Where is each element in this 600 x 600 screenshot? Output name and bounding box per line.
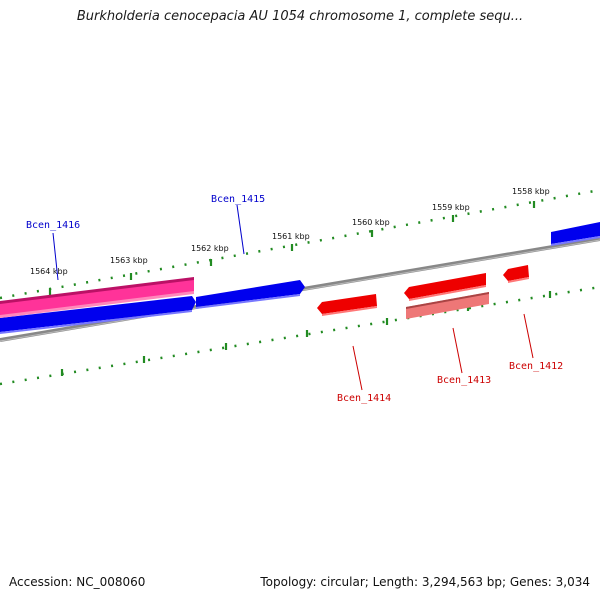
leader-line [523,313,534,359]
kbp-label: 1559 kbp [432,203,470,212]
forward-strand-genes [0,222,600,334]
gene-arrow-highlight [508,277,529,283]
kbp-label: 1563 kbp [110,256,148,265]
gene-arrow-highlight [551,236,600,246]
gene-label-bcen-1414[interactable]: Bcen_1414 [337,393,391,404]
gene-arrow-highlight [0,291,194,318]
gene-arrow-reverse[interactable] [406,292,489,319]
gene-arrow-highlight [409,285,486,301]
map-title: Burkholderia cenocepacia AU 1054 chromos… [76,9,524,24]
gene-arrow-reverse[interactable] [404,273,486,299]
label-leaders [52,204,534,391]
gene-arrow-forward[interactable] [196,280,305,307]
leader-line [236,204,245,255]
gene-arrow-forward[interactable] [0,279,194,316]
outer-ruler-track [0,188,600,300]
inner-ruler-track [0,285,600,386]
gene-arrow-highlight [0,277,194,304]
leader-line [52,232,59,281]
gene-label-bcen-1416[interactable]: Bcen_1416 [26,220,80,231]
gene-arrow-highlight [196,294,300,309]
gene-arrow-reverse[interactable] [317,294,377,314]
gene-label-bcen-1415[interactable]: Bcen_1415 [211,194,265,205]
leader-line [452,327,463,374]
reverse-strand-genes [317,265,529,319]
gene-arrow-forward[interactable] [551,222,600,244]
gene-arrow-highlight [406,292,489,309]
gene-label-bcen-1412[interactable]: Bcen_1412 [509,361,563,372]
gene-arrow-reverse[interactable] [503,265,529,281]
kbp-label: 1561 kbp [272,232,310,241]
kbp-label: 1562 kbp [191,244,229,253]
gene-arrow-forward[interactable] [0,296,196,332]
gene-label-bcen-1413[interactable]: Bcen_1413 [437,375,491,386]
kbp-label: 1560 kbp [352,218,390,227]
gene-arrow-highlight [0,310,192,334]
leader-line [352,345,363,391]
summary-text: Topology: circular; Length: 3,294,563 bp… [260,575,590,589]
inner-major-ticks [60,291,552,376]
accession-text: Accession: NC_008060 [9,575,146,589]
kbp-label: 1564 kbp [30,267,68,276]
outer-major-ticks [48,201,536,295]
gene-arrow-highlight [322,306,377,316]
kbp-label: 1558 kbp [512,187,550,196]
